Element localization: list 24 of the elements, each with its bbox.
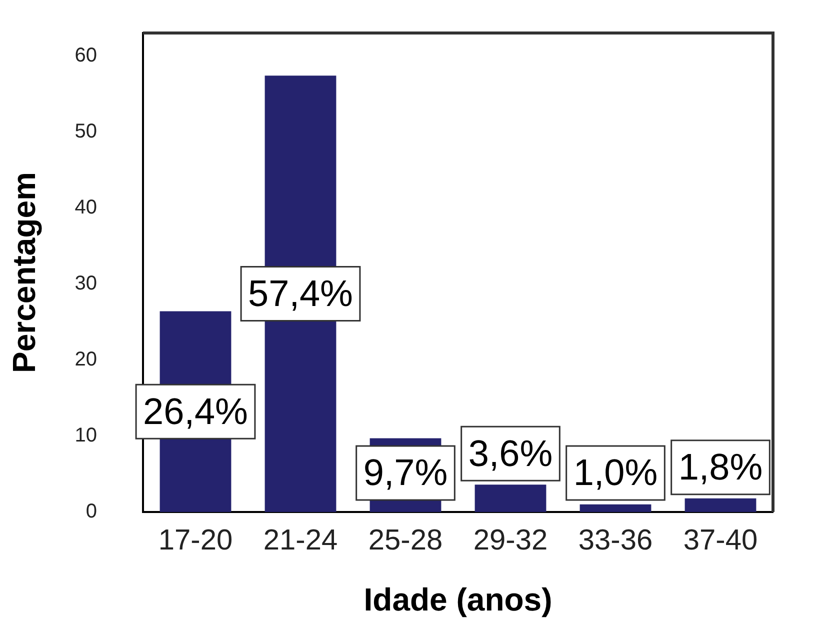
y-tick-label: 0: [86, 500, 97, 523]
x-tick-label: 33-36: [578, 524, 653, 556]
x-tick-label: 29-32: [473, 524, 548, 556]
data-label: 57,4%: [248, 272, 353, 314]
x-tick-label: 21-24: [263, 524, 338, 556]
x-tick-label: 17-20: [158, 524, 233, 556]
data-label: 26,4%: [143, 390, 248, 432]
y-tick-label: 30: [74, 272, 97, 294]
data-label: 3,6%: [468, 432, 553, 474]
y-tick-label: 20: [74, 348, 97, 370]
x-tick-label: 37-40: [683, 524, 758, 556]
bar: [684, 498, 756, 512]
y-tick-label: 60: [74, 44, 97, 66]
data-label: 9,7%: [363, 452, 448, 494]
data-label: 1,0%: [573, 452, 658, 494]
bar: [580, 504, 652, 512]
y-axis-title: Percentagem: [6, 172, 42, 373]
bar: [474, 484, 546, 512]
x-axis-title: Idade (anos): [364, 582, 552, 618]
data-label: 1,8%: [678, 446, 763, 488]
x-tick-label: 25-28: [368, 524, 443, 556]
y-tick-label: 40: [74, 196, 97, 218]
y-tick-label: 10: [74, 424, 97, 446]
y-tick-label: 50: [74, 120, 97, 142]
